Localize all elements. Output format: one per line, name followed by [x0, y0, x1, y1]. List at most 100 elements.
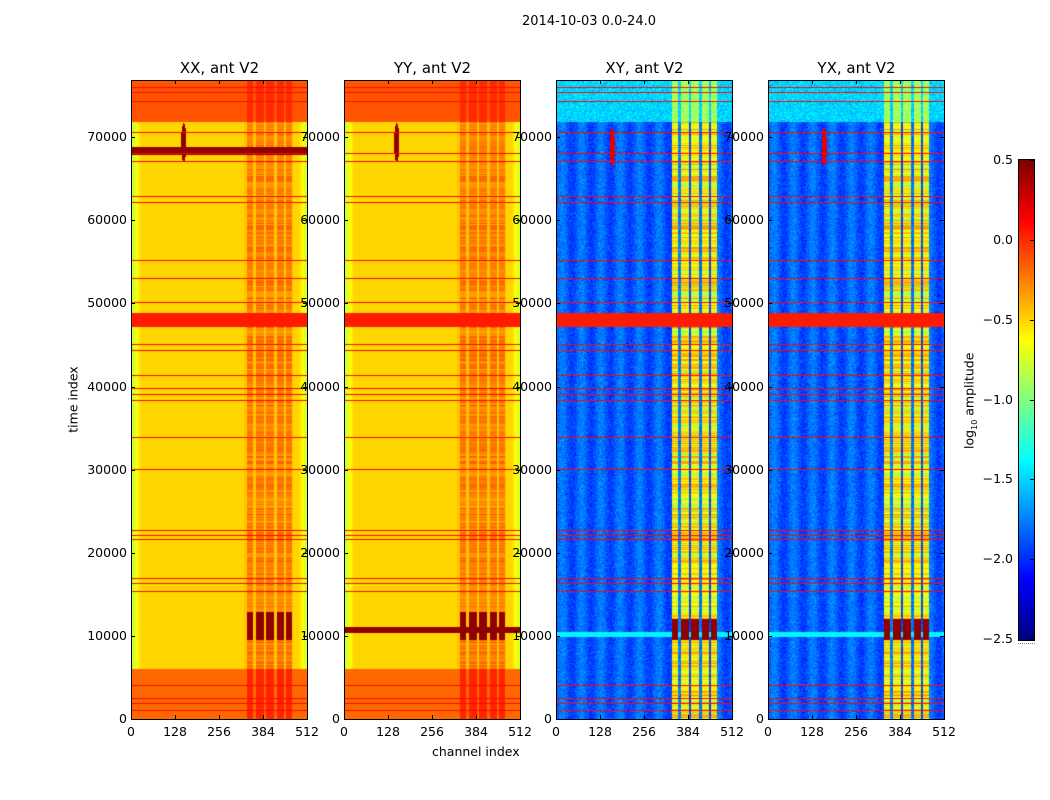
y-tick-mark: [940, 635, 944, 637]
colorbar-tick-mark: [1030, 639, 1034, 640]
y-tick-label: 0: [756, 711, 764, 726]
y-tick-label: 40000: [300, 378, 340, 394]
colorbar-gradient: [1019, 160, 1034, 640]
y-tick-mark: [940, 469, 944, 471]
colorbar-tick-label: −0.5: [982, 311, 1013, 327]
x-tick-mark: [307, 80, 308, 84]
x-tick-mark: [432, 80, 433, 84]
y-tick-label: 40000: [512, 378, 552, 394]
x-tick-mark: [600, 715, 601, 719]
colorbar-tick-mark: [1030, 559, 1034, 561]
y-tick-mark: [344, 220, 348, 222]
heatmap-axes-1: [131, 80, 308, 720]
y-tick-label: 60000: [87, 212, 127, 228]
x-tick-mark: [688, 715, 689, 719]
y-tick-label: 30000: [87, 461, 127, 477]
x-tick-label: 128: [163, 724, 187, 739]
y-tick-label: 70000: [724, 129, 764, 145]
x-tick-mark: [476, 715, 477, 719]
x-tick-mark: [344, 80, 345, 84]
colorbar-label-prefix: log: [961, 429, 977, 449]
colorbar-tick-label: −1.0: [982, 391, 1013, 407]
y-tick-mark: [516, 303, 520, 305]
y-tick-mark: [728, 552, 732, 554]
colorbar: [1018, 159, 1035, 641]
x-tick-label: 512: [295, 724, 319, 739]
x-tick-label: 256: [207, 724, 231, 739]
x-tick-mark: [944, 715, 945, 719]
x-tick-mark: [388, 80, 389, 84]
heatmap-axes-3: [556, 80, 733, 720]
colorbar-label-sub: 10: [969, 419, 979, 430]
y-tick-mark: [768, 552, 772, 554]
y-tick-label: 10000: [300, 627, 340, 643]
y-tick-label: 10000: [512, 627, 552, 643]
y-tick-mark: [556, 719, 560, 720]
x-tick-label: 128: [800, 724, 824, 739]
x-tick-mark: [812, 80, 813, 84]
y-tick-mark: [940, 552, 944, 554]
y-tick-mark: [768, 719, 772, 720]
x-tick-mark: [520, 80, 521, 84]
x-tick-mark: [732, 715, 733, 719]
y-tick-mark: [768, 469, 772, 471]
x-tick-mark: [644, 80, 645, 84]
y-tick-label: 20000: [87, 544, 127, 560]
x-tick-label: 128: [588, 724, 612, 739]
x-tick-label: 384: [888, 724, 912, 739]
y-tick-label: 40000: [724, 378, 764, 394]
y-tick-mark: [556, 386, 560, 388]
y-tick-label: 50000: [512, 295, 552, 311]
y-tick-label: 10000: [87, 627, 127, 643]
x-tick-mark: [131, 80, 132, 84]
y-tick-label: 70000: [512, 129, 552, 145]
colorbar-tick-label: 0.0: [993, 231, 1013, 247]
x-tick-label: 384: [464, 724, 488, 739]
y-tick-mark: [556, 220, 560, 222]
x-tick-label: 384: [676, 724, 700, 739]
y-tick-mark: [728, 386, 732, 388]
y-tick-mark: [303, 469, 307, 471]
y-tick-mark: [131, 303, 135, 305]
panel-title-yy: YY, ant V2: [393, 59, 471, 77]
x-tick-mark: [944, 80, 945, 84]
y-tick-label: 20000: [300, 544, 340, 560]
heatmap-yy: [345, 81, 520, 719]
x-tick-mark: [688, 80, 689, 84]
y-tick-mark: [131, 137, 135, 139]
colorbar-tick-mark: [1030, 399, 1034, 401]
y-tick-mark: [516, 719, 520, 720]
y-tick-mark: [344, 137, 348, 139]
panel-title-xy: XY, ant V2: [605, 59, 684, 77]
y-tick-mark: [940, 220, 944, 222]
y-tick-label: 60000: [300, 212, 340, 228]
x-tick-mark: [307, 715, 308, 719]
x-tick-mark: [812, 715, 813, 719]
y-tick-mark: [768, 303, 772, 305]
y-tick-mark: [303, 386, 307, 388]
y-tick-mark: [768, 137, 772, 139]
y-tick-mark: [516, 469, 520, 471]
colorbar-label-suffix: amplitude: [961, 352, 977, 420]
x-tick-mark: [900, 80, 901, 84]
y-tick-mark: [556, 635, 560, 637]
y-tick-mark: [131, 386, 135, 388]
x-tick-label: 256: [844, 724, 868, 739]
y-tick-mark: [516, 386, 520, 388]
y-tick-label: 50000: [87, 295, 127, 311]
y-tick-label: 40000: [87, 378, 127, 394]
x-tick-label: 256: [420, 724, 444, 739]
x-axis-label: channel index: [432, 744, 520, 759]
x-tick-mark: [476, 80, 477, 84]
y-tick-label: 20000: [724, 544, 764, 560]
panel-title-yx: YX, ant V2: [817, 59, 896, 77]
y-tick-label: 70000: [300, 129, 340, 145]
x-tick-label: 128: [376, 724, 400, 739]
y-tick-label: 30000: [512, 461, 552, 477]
y-tick-mark: [556, 303, 560, 305]
figure-suptitle: 2014-10-03 0.0-24.0: [522, 14, 656, 29]
y-tick-mark: [516, 635, 520, 637]
heatmap-xy: [557, 81, 732, 719]
x-tick-mark: [432, 715, 433, 719]
x-tick-mark: [219, 80, 220, 84]
